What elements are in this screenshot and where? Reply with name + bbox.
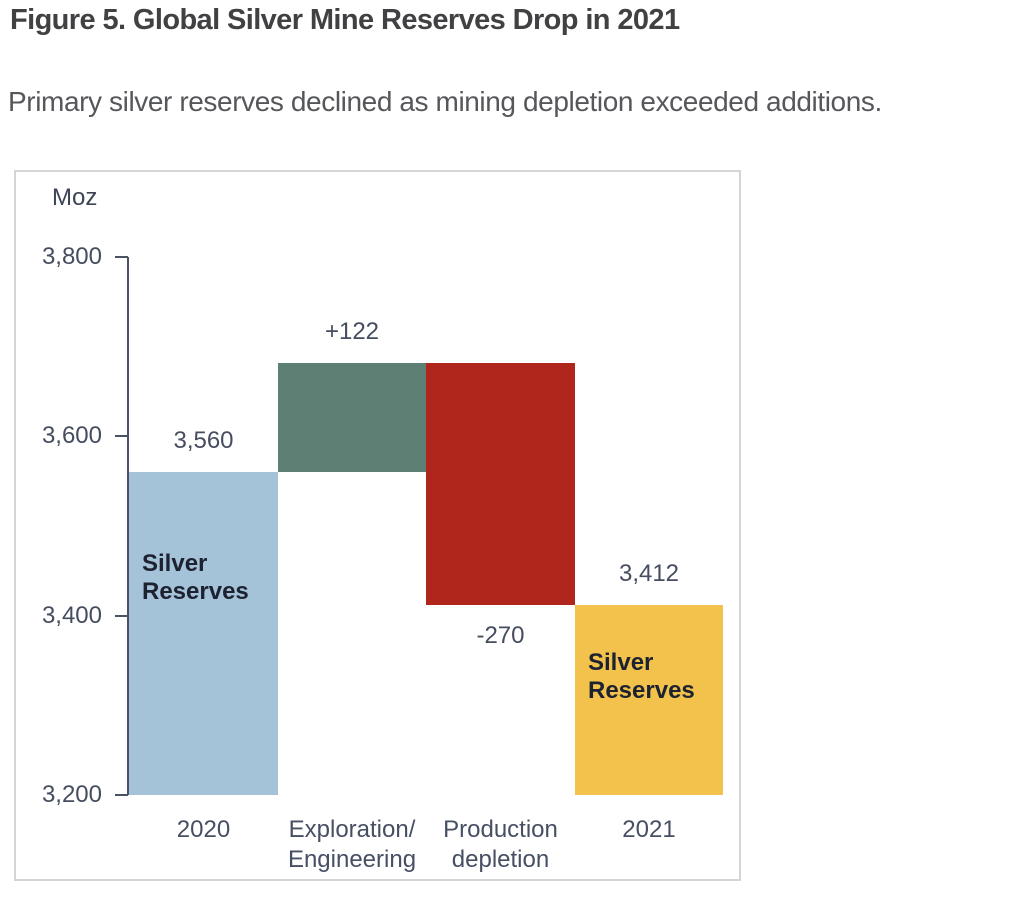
value-label-production-depletion: -270 xyxy=(476,622,525,649)
x-axis-label-2021-reserves: 2021 xyxy=(622,816,676,843)
inner-label-2020-reserves: Silver Reserves xyxy=(142,550,249,605)
figure-subtitle: Primary silver reserves declined as mini… xyxy=(8,86,882,117)
waterfall-chart: Moz 3,800 3,600 3,400 3,200 3,560 Silver Rese… xyxy=(14,170,741,881)
y-axis-line xyxy=(127,257,129,795)
y-tick-mark xyxy=(115,435,128,438)
figure-title: Figure 5. Global Silver Mine Reserves Dr… xyxy=(10,4,680,36)
y-axis-unit-label: Moz xyxy=(52,184,98,211)
value-label-exploration-engineering: +122 xyxy=(324,318,380,345)
x-axis-label-production-depletion: Production depletion xyxy=(443,816,558,873)
value-label-2021-reserves: 3,412 xyxy=(618,560,680,587)
bar-2020-reserves xyxy=(129,472,278,795)
y-tick-label: 3,800 xyxy=(41,243,102,270)
value-label-2020-reserves: 3,560 xyxy=(173,427,234,454)
y-tick-label: 3,400 xyxy=(41,601,102,629)
bar-2021-reserves xyxy=(575,605,723,795)
bar-exploration-engineering xyxy=(278,363,426,472)
y-tick-mark xyxy=(115,614,128,617)
x-axis-label-2020-reserves: 2020 xyxy=(176,816,231,843)
y-tick-label: 3,200 xyxy=(41,781,102,808)
y-tick-mark xyxy=(115,794,128,796)
y-tick-label: 3,600 xyxy=(41,422,102,450)
x-axis-label-exploration-engineering: Exploration/Engineering xyxy=(287,816,417,873)
bar-production-depletion xyxy=(426,363,575,605)
y-tick-mark xyxy=(115,256,128,258)
inner-label-2021-reserves: Silver Reserves xyxy=(588,649,695,704)
